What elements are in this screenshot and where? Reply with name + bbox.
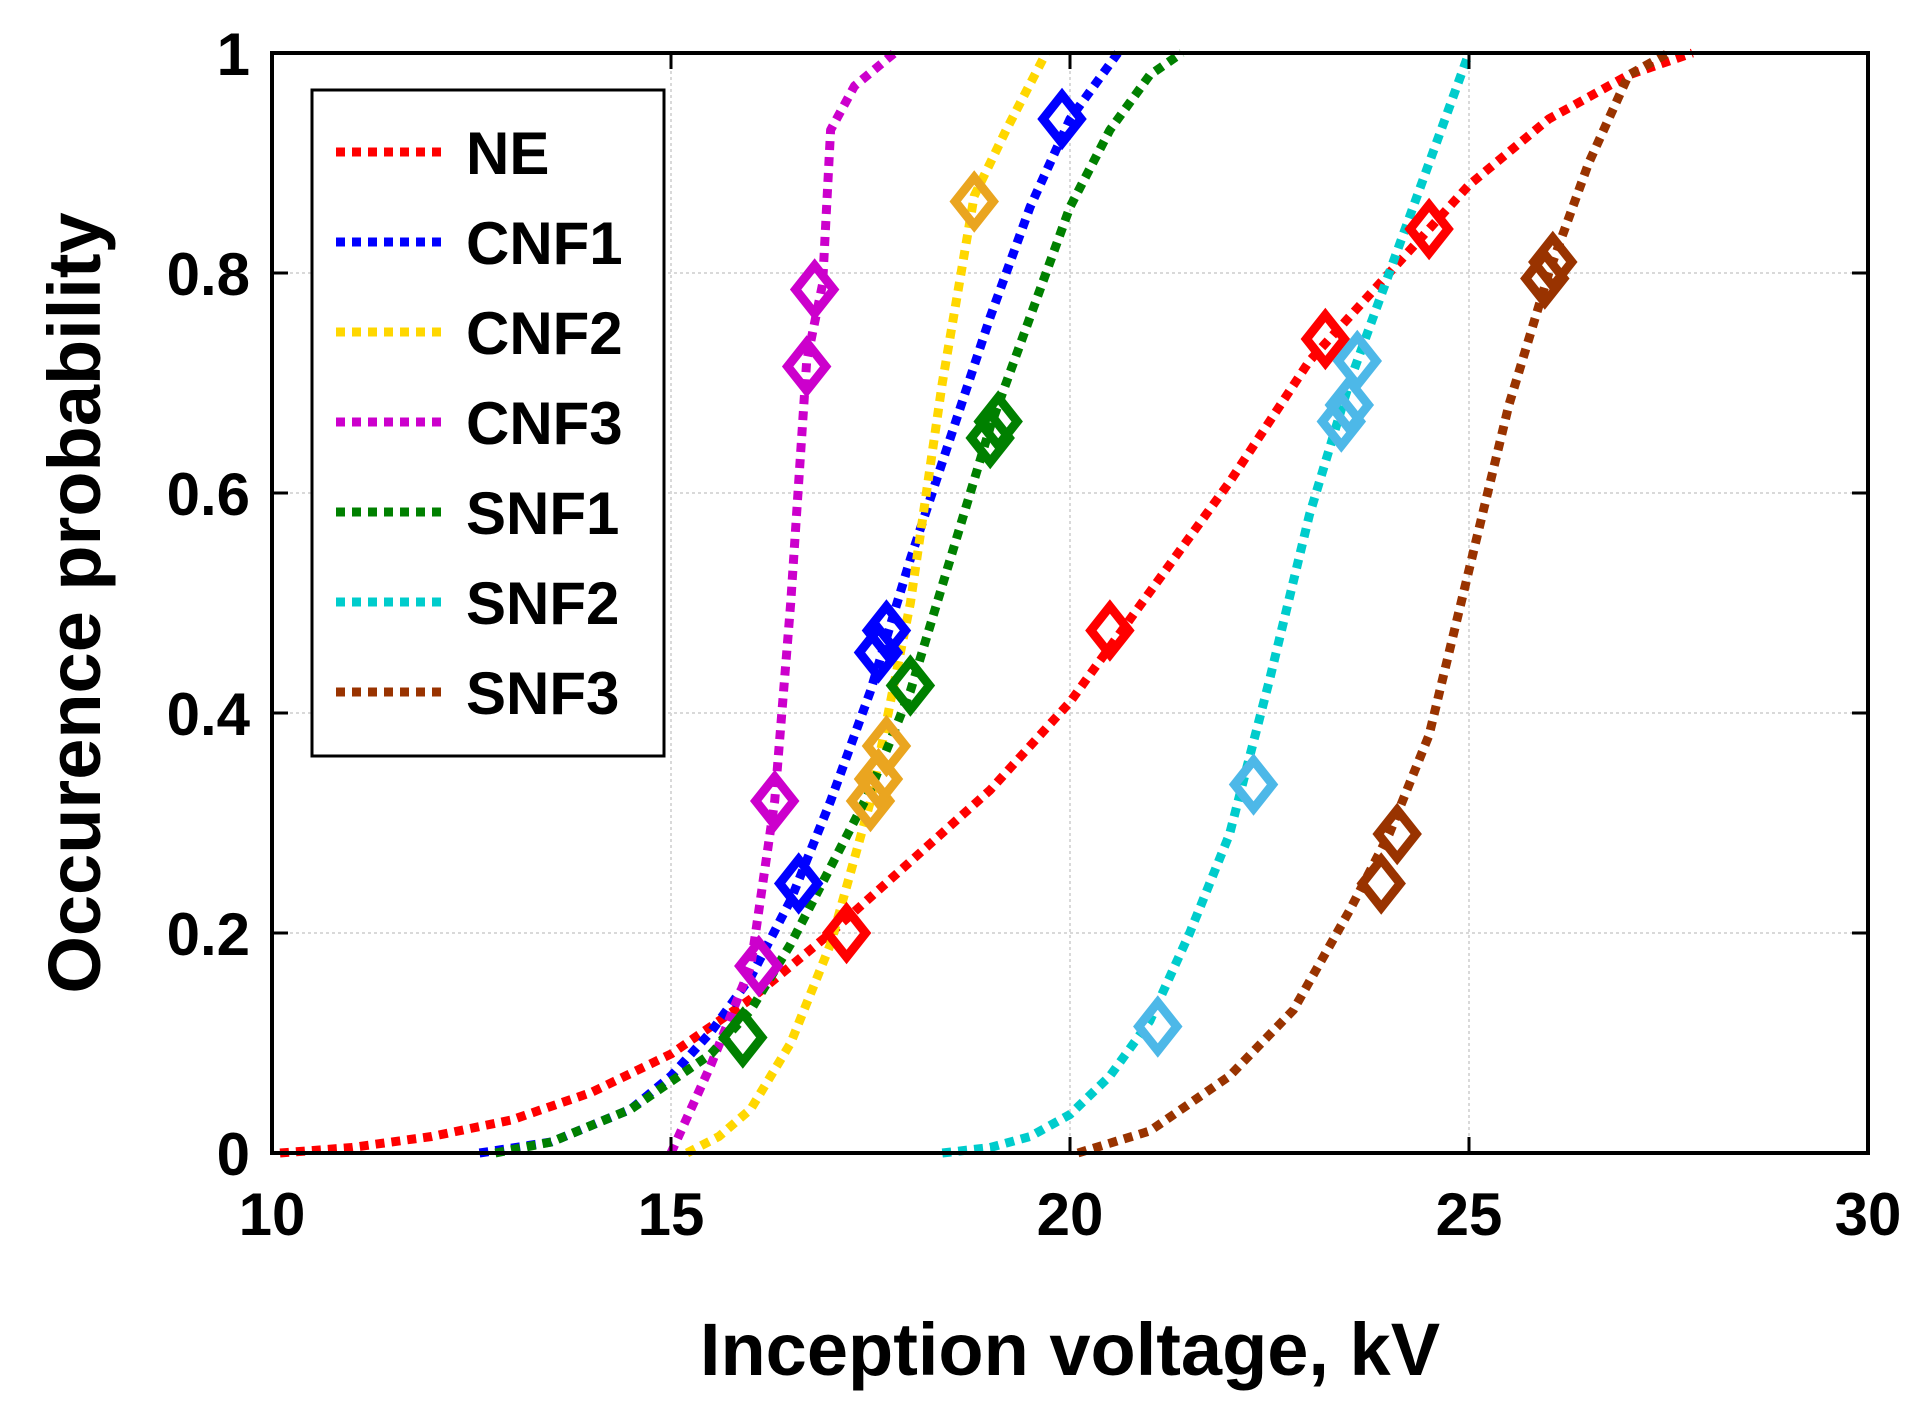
marker-snf2 <box>1133 995 1183 1058</box>
marker-cnf3 <box>789 258 840 321</box>
legend-label-ne: NE <box>466 120 549 187</box>
marker-ne <box>1300 307 1351 371</box>
series-markers <box>718 87 1578 1069</box>
marker-cnf1 <box>861 599 912 662</box>
marker-snf3 <box>1520 247 1570 310</box>
y-tick-label: 0.2 <box>167 901 250 968</box>
y-tick-label: 0 <box>217 1121 250 1188</box>
legend-label-snf3: SNF3 <box>466 660 619 727</box>
y-tick-label: 1 <box>217 21 250 88</box>
marker-cnf2 <box>861 714 912 778</box>
legend: NE CNF1 CNF2 CNF3 SNF1 SNF2 SNF3 <box>310 88 666 758</box>
legend-label-cnf2: CNF2 <box>466 300 623 367</box>
marker-snf3 <box>1528 230 1578 294</box>
x-tick-label: 10 <box>239 1181 306 1248</box>
marker-snf2 <box>1324 373 1375 437</box>
marker-cnf3 <box>734 934 784 998</box>
marker-snf2 <box>1228 753 1279 816</box>
marker-ne <box>1085 599 1135 662</box>
legend-label-cnf1: CNF1 <box>466 210 623 277</box>
marker-snf1 <box>965 406 1015 470</box>
y-tick-label: 0.4 <box>167 681 251 748</box>
series-line-cnf3 <box>666 49 898 1155</box>
legend-label-snf2: SNF2 <box>466 570 619 637</box>
marker-ne <box>821 901 872 965</box>
series-line-snf2 <box>941 51 1474 1158</box>
series-line-ne <box>279 48 1694 1158</box>
x-tick-label: 25 <box>1436 1181 1503 1248</box>
marker-snf3 <box>1372 802 1422 866</box>
y-axis-title: Occurence probability <box>33 212 116 993</box>
marker-snf1 <box>973 390 1023 453</box>
marker-cnf3 <box>781 335 832 398</box>
x-tick-label: 15 <box>638 1181 705 1248</box>
x-tick-label: 20 <box>1037 1181 1104 1248</box>
x-axis-title: Inception voltage, kV <box>700 1308 1440 1391</box>
marker-snf3 <box>1356 852 1406 915</box>
axis-ticks: 10 15 20 25 30 0 0.2 0.4 0.6 0.8 1 <box>167 21 1902 1248</box>
marker-snf2 <box>1316 390 1367 453</box>
legend-label-snf1: SNF1 <box>466 480 619 547</box>
marker-cnf1 <box>773 852 824 915</box>
x-tick-label: 30 <box>1835 1181 1902 1248</box>
marker-ne <box>1404 197 1454 261</box>
marker-cnf1 <box>1037 87 1087 151</box>
marker-snf1 <box>718 1006 768 1069</box>
marker-snf2 <box>1332 329 1383 393</box>
marker-snf1 <box>885 654 936 717</box>
y-tick-label: 0.8 <box>167 241 250 308</box>
series-line-cnf2 <box>684 50 1051 1157</box>
y-tick-label: 0.6 <box>167 461 250 528</box>
marker-cnf3 <box>750 769 800 833</box>
marker-cnf2 <box>949 170 999 233</box>
legend-label-cnf3: CNF3 <box>466 390 623 457</box>
